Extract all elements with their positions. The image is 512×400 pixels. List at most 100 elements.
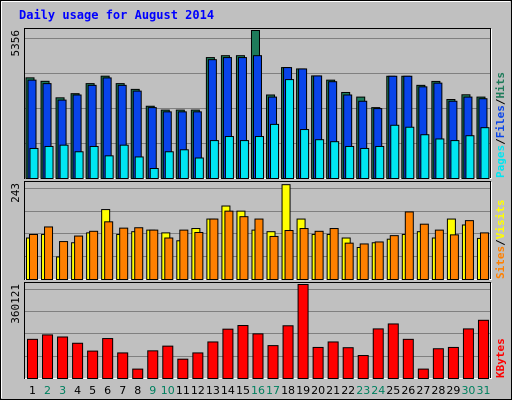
bar-kbytes-3 (57, 336, 69, 379)
x-tick-label-13: 13 (206, 384, 220, 397)
bar-sites-9 (149, 229, 159, 280)
bar-pages-29 (450, 140, 460, 179)
bar-sites-18 (284, 230, 294, 280)
bar-kbytes-30 (462, 328, 474, 379)
bar-pages-1 (29, 147, 39, 180)
bar-sites-28 (434, 229, 444, 280)
bar-pages-24 (375, 145, 385, 179)
bar-sites-17 (269, 235, 279, 281)
bar-kbytes-19 (297, 284, 309, 379)
x-tick-label-20: 20 (311, 384, 325, 397)
x-tick-label-1: 1 (29, 384, 36, 397)
bar-kbytes-7 (117, 352, 129, 379)
bar-sites-24 (374, 241, 384, 280)
x-tick-label-28: 28 (431, 384, 445, 397)
bar-pages-15 (239, 140, 249, 179)
x-tick-label-15: 15 (236, 384, 250, 397)
bar-pages-27 (420, 134, 430, 180)
bar-sites-3 (59, 241, 69, 281)
x-tick-label-10: 10 (161, 384, 175, 397)
bar-pages-22 (345, 145, 355, 179)
bar-sites-31 (479, 232, 489, 281)
bar-pages-12 (194, 157, 204, 180)
bar-sites-14 (224, 210, 234, 281)
bar-sites-11 (179, 229, 189, 280)
bar-sites-20 (314, 230, 324, 281)
bar-kbytes-20 (312, 346, 324, 380)
bar-pages-17 (270, 123, 280, 180)
bar-sites-26 (404, 211, 414, 280)
bar-kbytes-24 (372, 328, 384, 379)
legend-part-0-0: Pages (494, 145, 507, 178)
bar-kbytes-25 (387, 323, 399, 379)
bar-sites-21 (329, 228, 339, 280)
bar-sites-29 (449, 234, 459, 281)
x-tick-label-29: 29 (446, 384, 460, 397)
x-tick-label-14: 14 (221, 384, 235, 397)
x-tick-label-30: 30 (461, 384, 475, 397)
x-tick-label-25: 25 (386, 384, 400, 397)
bar-kbytes-6 (102, 338, 114, 379)
bar-pages-28 (435, 138, 445, 180)
bar-kbytes-14 (222, 328, 234, 380)
bar-kbytes-8 (132, 368, 144, 379)
bar-sites-2 (44, 226, 54, 280)
bar-sites-15 (239, 216, 249, 280)
bar-sites-30 (464, 220, 474, 280)
bar-sites-5 (89, 230, 99, 281)
bar-pages-14 (224, 136, 234, 179)
bar-kbytes-11 (177, 358, 189, 379)
x-tick-label-4: 4 (74, 384, 81, 397)
x-tick-label-8: 8 (134, 384, 141, 397)
x-tick-label-26: 26 (401, 384, 415, 397)
bar-pages-13 (209, 140, 219, 179)
bar-sites-4 (74, 235, 84, 281)
x-tick-label-27: 27 (416, 384, 430, 397)
bar-kbytes-29 (447, 346, 459, 380)
legend-part-0-3: / (494, 98, 507, 105)
y-max-label-0: 5356 (9, 30, 22, 57)
bar-pages-10 (164, 151, 174, 179)
bar-sites-7 (119, 227, 129, 280)
bar-kbytes-28 (432, 348, 444, 380)
x-tick-label-3: 3 (59, 384, 66, 397)
bar-sites-16 (254, 218, 264, 280)
bar-kbytes-12 (192, 352, 204, 379)
bar-kbytes-26 (402, 338, 414, 380)
chart-title: Daily usage for August 2014 (19, 8, 214, 22)
x-tick-label-19: 19 (296, 384, 310, 397)
bar-kbytes-23 (357, 355, 369, 379)
bar-sites-10 (164, 237, 174, 281)
bar-pages-18 (285, 79, 295, 179)
bar-kbytes-2 (42, 334, 54, 379)
bar-pages-4 (74, 151, 84, 179)
bar-pages-23 (360, 147, 370, 180)
x-tick-label-23: 23 (356, 384, 370, 397)
bar-pages-9 (149, 167, 159, 179)
x-tick-label-22: 22 (341, 384, 355, 397)
bar-kbytes-16 (252, 333, 264, 379)
bar-kbytes-15 (237, 325, 249, 380)
legend-part-0-1: / (494, 138, 507, 145)
bar-pages-7 (119, 144, 129, 179)
legend-1: Sites/Visits (494, 200, 507, 280)
bar-kbytes-18 (282, 325, 294, 380)
x-tick-label-2: 2 (44, 384, 51, 397)
bar-kbytes-4 (72, 342, 84, 379)
bar-sites-1 (29, 233, 38, 281)
bar-kbytes-27 (417, 368, 429, 379)
bar-kbytes-21 (327, 341, 339, 379)
bar-pages-21 (330, 141, 340, 179)
bar-sites-22 (344, 242, 354, 281)
x-tick-label-12: 12 (191, 384, 205, 397)
bar-pages-30 (465, 135, 475, 179)
bar-sites-6 (104, 221, 114, 280)
bar-kbytes-31 (477, 319, 489, 379)
x-tick-label-31: 31 (476, 384, 490, 397)
bar-pages-19 (300, 129, 310, 179)
bar-kbytes-17 (267, 345, 279, 379)
bar-pages-16 (254, 136, 264, 179)
bar-kbytes-22 (342, 347, 354, 380)
bar-pages-6 (104, 155, 114, 179)
